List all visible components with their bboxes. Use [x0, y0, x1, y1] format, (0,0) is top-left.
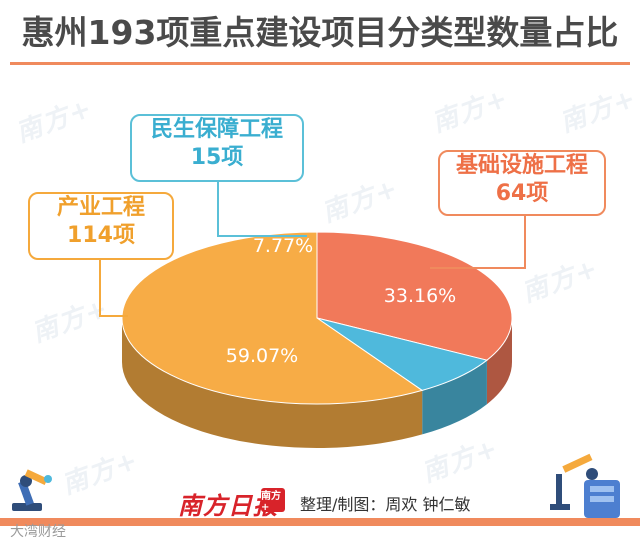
pie-side-livelihood: [422, 360, 487, 435]
robot-arm-right-icon: [550, 453, 620, 518]
robot-arm-left-icon: [12, 469, 52, 511]
leader-line-livelihood: [217, 180, 307, 237]
pie-label-livelihood: 7.77%: [253, 235, 313, 257]
corner-watermark: 大湾财经: [10, 524, 66, 540]
pie-side-infrastructure: [486, 318, 512, 405]
callout-infrastructure: 基础设施工程 64项: [438, 150, 606, 216]
callout-industry: 产业工程 114项: [28, 192, 174, 260]
pie-label-infrastructure: 33.16%: [384, 285, 456, 307]
leader-line-infrastructure: [430, 212, 526, 269]
title-underline: [10, 62, 630, 65]
pie-label-industry: 59.07%: [226, 345, 298, 367]
pie-slice-industry: [121, 231, 424, 405]
pie-side-industry: [122, 318, 423, 449]
brand-logo: 南方日报: [178, 492, 278, 520]
callout-infrastructure-count: 64项: [495, 180, 549, 206]
footer-band: [0, 518, 640, 526]
brand-badge-icon: 南方+: [261, 488, 285, 513]
callout-livelihood: 民生保障工程 15项: [130, 114, 304, 182]
callout-industry-count: 114项: [67, 222, 135, 248]
pie-slice-infrastructure: [316, 231, 513, 361]
callout-industry-name: 产业工程: [56, 195, 145, 220]
callout-livelihood-name: 民生保障工程: [150, 117, 283, 142]
page-title: 惠州193项重点建设项目分类型数量占比: [21, 13, 619, 52]
callout-livelihood-count: 15项: [190, 144, 244, 170]
callout-infrastructure-name: 基础设施工程: [455, 153, 588, 178]
leader-line-industry: [99, 258, 128, 317]
credit-text: 整理/制图：周欢 钟仁敏: [300, 495, 471, 514]
pie-slice-livelihood: [316, 317, 489, 391]
